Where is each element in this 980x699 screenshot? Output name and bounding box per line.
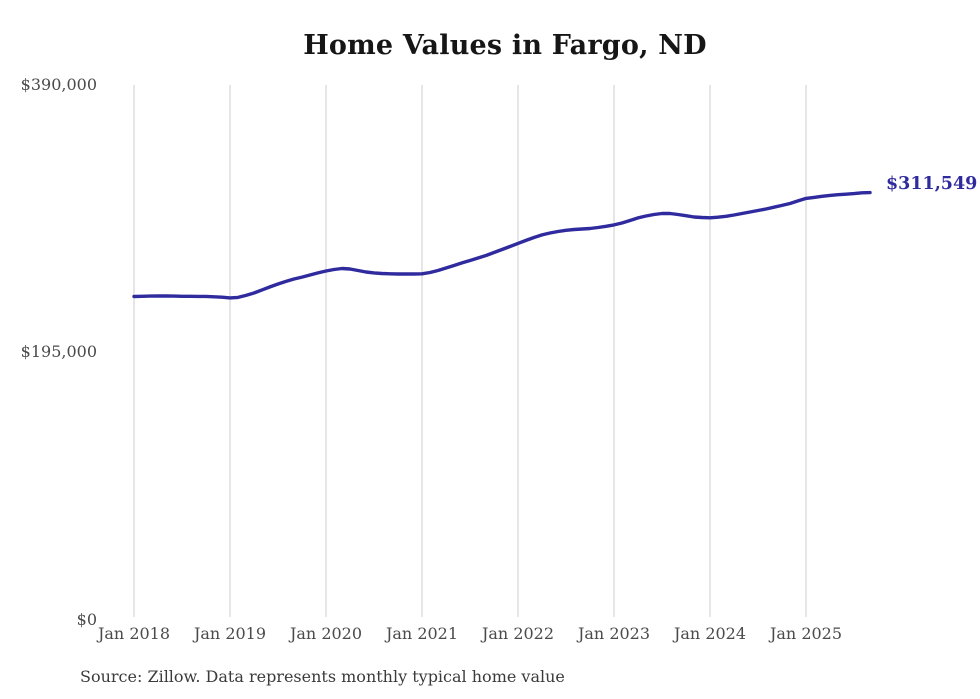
y-axis-tick-label: $0 [76,610,97,629]
end-value-label: $311,549 [886,174,978,194]
x-axis-tick-label: Jan 2025 [769,624,843,643]
y-axis-tick-label: $390,000 [20,75,97,94]
x-axis-tick-label: Jan 2024 [673,624,747,643]
source-note: Source: Zillow. Data represents monthly … [80,667,565,686]
x-axis-tick-label: Jan 2021 [385,624,459,643]
x-axis-tick-label: Jan 2018 [97,624,171,643]
x-axis-tick-label: Jan 2020 [289,624,363,643]
home-value-line [132,190,872,300]
x-axis-tick-label: Jan 2022 [481,624,555,643]
chart-title: Home Values in Fargo, ND [303,30,707,61]
x-axis-tick-label: Jan 2023 [577,624,651,643]
y-axis-tick-label: $195,000 [20,342,97,361]
x-axis-tick-label: Jan 2019 [193,624,267,643]
